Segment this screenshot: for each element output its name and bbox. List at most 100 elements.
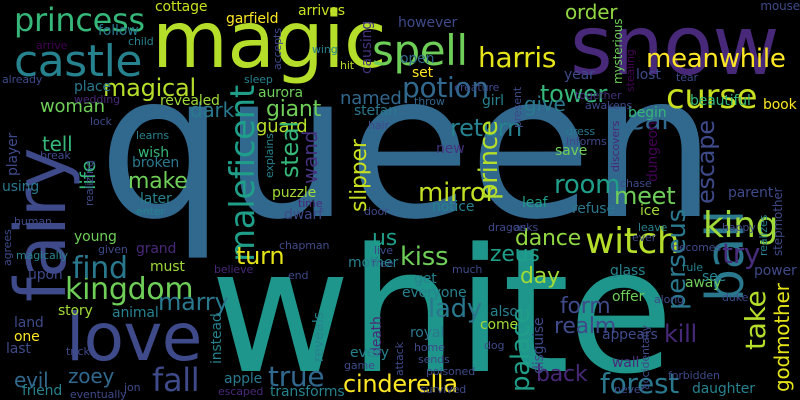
word-away: away	[685, 275, 722, 291]
word-chapman: chapman	[279, 239, 330, 252]
word-explains: explains	[263, 133, 276, 178]
word-however: however	[398, 15, 458, 31]
word-woman: woman	[40, 96, 105, 117]
word-jon: jon	[124, 381, 141, 394]
word-must: must	[150, 259, 185, 275]
word-player: player	[5, 132, 21, 176]
word-home: home	[414, 341, 445, 354]
word-forest: forest	[600, 367, 679, 400]
word-door: door	[364, 205, 389, 218]
word-enter: enter	[136, 205, 165, 218]
word-sleep: sleep	[244, 73, 273, 86]
word-lock: lock	[90, 115, 112, 128]
word-tear: tear	[676, 71, 698, 84]
word-discovers: discovers	[609, 120, 622, 172]
word-return: return	[450, 114, 522, 142]
word-offer: offer	[612, 289, 645, 305]
word-harris: harris	[478, 41, 557, 74]
word-realizing: realizing	[83, 160, 96, 206]
word-rule: rule	[682, 261, 703, 274]
word-refuse: refuse	[572, 201, 615, 217]
word-girl: girl	[482, 93, 504, 109]
word-forbidden: forbidden	[668, 369, 720, 382]
word-glass: glass	[610, 263, 646, 279]
word-broken: broken	[132, 155, 180, 171]
word-dog: dog	[484, 339, 505, 352]
word-turn: turn	[236, 242, 285, 270]
word-accepts: accepts	[271, 28, 284, 70]
word-wall: wall	[612, 355, 640, 371]
word-hair: hair	[368, 119, 389, 132]
word-lady: lady	[428, 294, 483, 324]
word-end: end	[288, 269, 309, 282]
word-get: get	[414, 271, 437, 287]
word-kiss: kiss	[400, 242, 449, 272]
word-wedding: wedding	[74, 93, 120, 106]
word-meet: meet	[614, 182, 676, 210]
word-dark: dark	[190, 98, 234, 122]
word-magical: magical	[103, 74, 196, 102]
word-set: set	[412, 65, 433, 81]
word-place: place	[74, 79, 111, 95]
word-apple: apple	[224, 371, 263, 387]
word-year: year	[564, 67, 595, 83]
word-mother: mother	[348, 255, 399, 271]
word-leaf: leaf	[522, 195, 548, 211]
word-make: make	[128, 169, 188, 194]
word-causing: causing	[359, 20, 375, 74]
word-guard: guard	[256, 116, 308, 137]
word-book: book	[763, 97, 797, 113]
word-give: give	[524, 92, 566, 116]
word-daughter: daughter	[692, 381, 755, 397]
word-believe: believe	[214, 263, 254, 276]
word-one: one	[14, 329, 40, 345]
word-realm: realm	[554, 314, 617, 339]
word-animal: animal	[112, 305, 159, 321]
word-along: along	[654, 293, 684, 306]
word-stealing: stealing	[624, 49, 637, 92]
word-given: given	[98, 243, 128, 256]
word-garfield: garfield	[226, 11, 279, 27]
word-agrees: agrees	[1, 229, 14, 266]
word-dance: dance	[515, 226, 581, 251]
word-upon: upon	[28, 267, 63, 283]
word-back: back	[536, 362, 588, 387]
word-ever: ever	[632, 231, 657, 244]
word-dungeon: dungeon	[645, 121, 661, 182]
word-hit: hit	[340, 59, 355, 72]
word-parent: parent	[728, 185, 774, 201]
word-tell: tell	[42, 132, 73, 156]
word-free: free	[372, 257, 394, 270]
word-order: order	[565, 0, 618, 24]
word-lost: lost	[636, 67, 661, 83]
word-break: break	[40, 149, 71, 162]
word-named: named	[340, 88, 402, 109]
word-story: story	[58, 303, 93, 319]
word-godmother: godmother	[770, 283, 794, 392]
word-tower: tower	[540, 80, 608, 108]
word-wing: wing	[312, 43, 338, 56]
word-kill: kill	[664, 320, 697, 348]
word-mouse: mouse	[760, 0, 800, 13]
word-grand: grand	[136, 241, 177, 257]
word-trick: trick	[66, 345, 90, 358]
word-attack: attack	[393, 342, 406, 376]
word-every: every	[350, 345, 389, 361]
word-dragon: dragon	[488, 221, 527, 234]
word-dress: dress	[566, 125, 595, 138]
word-find: find	[72, 251, 128, 286]
word-castle: castle	[14, 36, 142, 87]
word-see: see	[702, 269, 727, 285]
word-land: land	[14, 315, 44, 331]
word-open: open	[400, 51, 435, 67]
word-child: child	[128, 35, 154, 48]
word-queen: queen	[98, 31, 717, 264]
word-snow: snow	[570, 0, 779, 94]
word-much: much	[452, 263, 483, 276]
word-transforms: transforms	[270, 384, 345, 400]
word-reveals: reveals	[311, 312, 327, 362]
word-chase: chase	[620, 177, 652, 190]
word-magic: magic	[152, 0, 387, 86]
word-white: white	[210, 211, 674, 400]
word-throw: throw	[414, 95, 445, 108]
